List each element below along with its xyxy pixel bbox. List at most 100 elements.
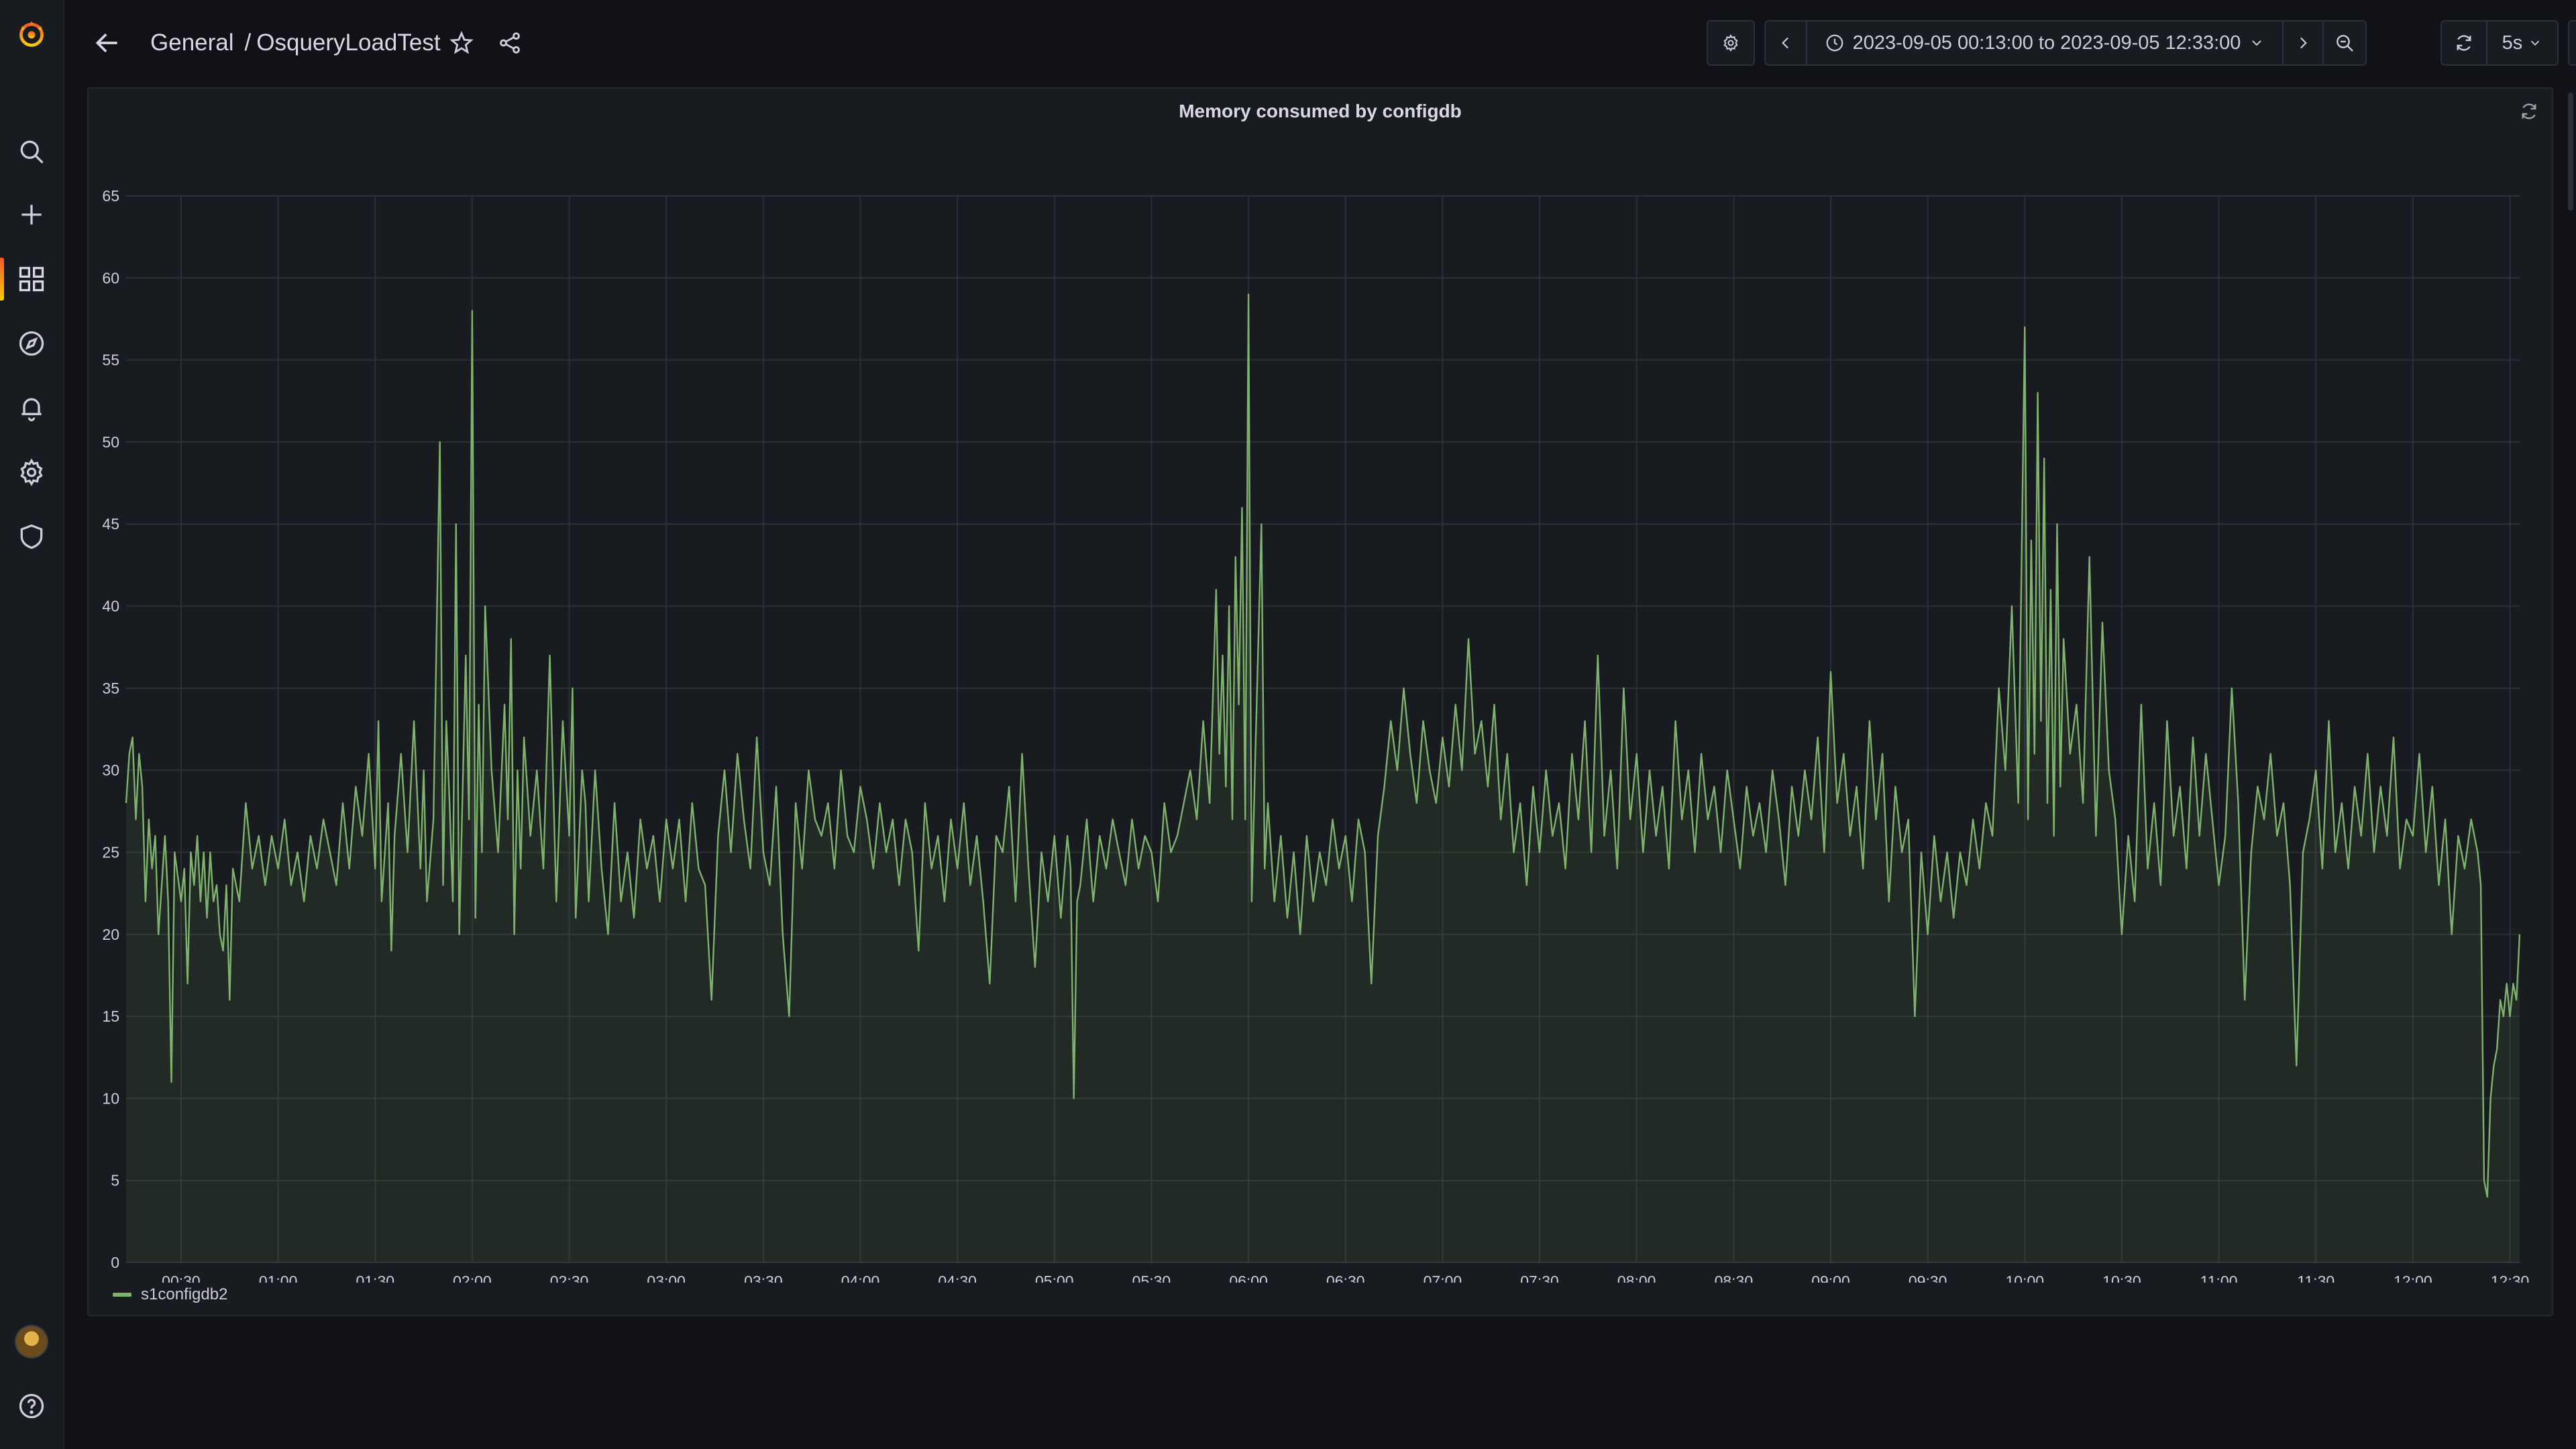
x-tick-label: 08:30 bbox=[1715, 1273, 1754, 1283]
x-axis: 00:30 01:00 01:30 02:00 02:30 03:00 03:30 04:00… bbox=[162, 1273, 2529, 1283]
plus-icon bbox=[21, 205, 42, 225]
zoom-out-button[interactable] bbox=[2322, 21, 2365, 64]
refresh-picker: 5s bbox=[2440, 20, 2559, 66]
help-icon[interactable] bbox=[0, 1377, 63, 1436]
shield-icon bbox=[20, 524, 43, 549]
plus-icon[interactable] bbox=[0, 185, 63, 244]
x-tick-label: 00:30 bbox=[162, 1273, 201, 1283]
grafana-logo-icon bbox=[19, 21, 44, 47]
x-tick-label: 04:00 bbox=[841, 1273, 880, 1283]
refresh-interval-value: 5s bbox=[2502, 32, 2523, 54]
y-tick-label: 5 bbox=[111, 1172, 119, 1189]
gear-icon bbox=[1723, 34, 1738, 52]
series-area-fill bbox=[126, 294, 2520, 1263]
refresh-button[interactable] bbox=[2442, 21, 2486, 64]
zoom-out-icon bbox=[2337, 35, 2353, 52]
refresh-icon bbox=[2457, 35, 2471, 51]
alerting-icon[interactable] bbox=[0, 378, 63, 437]
graph-panel[interactable]: Memory consumed by configdb 0 5 10 15 20 25 30… bbox=[87, 87, 2553, 1316]
chevron-right-icon bbox=[2300, 37, 2307, 49]
time-picker: 2023-09-05 00:13:00 to 2023-09-05 12:33:… bbox=[1764, 20, 2367, 66]
x-tick-label: 05:00 bbox=[1035, 1273, 1074, 1283]
breadcrumb-folder[interactable]: General bbox=[150, 30, 234, 56]
legend-series-name[interactable]: s1configdb2 bbox=[141, 1285, 228, 1303]
tv-btn-inner bbox=[2569, 21, 2576, 64]
dashboard-title[interactable]: OsqueryLoadTest bbox=[256, 30, 441, 56]
clock-icon bbox=[1826, 34, 1843, 52]
y-tick-label: 0 bbox=[111, 1254, 119, 1271]
y-tick-label: 40 bbox=[102, 598, 119, 615]
x-tick-label: 06:30 bbox=[1326, 1273, 1365, 1283]
y-tick-label: 45 bbox=[102, 515, 119, 533]
x-tick-label: 08:00 bbox=[1617, 1273, 1656, 1283]
legend: s1configdb2 bbox=[113, 1283, 227, 1307]
page-scrollbar[interactable] bbox=[2568, 93, 2573, 211]
x-tick-label: 10:00 bbox=[2006, 1273, 2045, 1283]
x-tick-label: 07:00 bbox=[1424, 1273, 1462, 1283]
time-shift-forward-button[interactable] bbox=[2282, 21, 2322, 64]
x-tick-label: 06:00 bbox=[1229, 1273, 1268, 1283]
help-icon bbox=[19, 1393, 44, 1419]
breadcrumb: General / OsqueryLoadTest bbox=[150, 24, 441, 62]
legend-swatch bbox=[113, 1293, 131, 1297]
y-tick-label: 65 bbox=[102, 187, 119, 205]
series-line bbox=[125, 293, 2521, 1198]
star-button[interactable] bbox=[445, 27, 478, 59]
share-icon bbox=[500, 32, 520, 54]
y-tick-label: 50 bbox=[102, 433, 119, 451]
x-tick-label: 10:30 bbox=[2102, 1273, 2141, 1283]
x-tick-label: 12:30 bbox=[2491, 1273, 2530, 1283]
time-range-label: 2023-09-05 00:13:00 to 2023-09-05 12:33:… bbox=[1852, 32, 2241, 54]
avatar bbox=[15, 1325, 48, 1358]
x-tick-label: 12:00 bbox=[2394, 1273, 2432, 1283]
y-tick-label: 35 bbox=[102, 680, 119, 697]
search-icon[interactable] bbox=[0, 122, 63, 181]
panel-title[interactable]: Memory consumed by configdb bbox=[1179, 101, 1462, 121]
x-tick-label: 09:00 bbox=[1811, 1273, 1850, 1283]
y-tick-label: 20 bbox=[102, 926, 119, 943]
x-tick-label: 09:30 bbox=[1909, 1273, 1947, 1283]
shield-icon[interactable] bbox=[0, 507, 63, 566]
refresh-icon bbox=[2522, 103, 2536, 119]
configuration-icon bbox=[20, 458, 43, 486]
panel-refresh-button[interactable] bbox=[2514, 97, 2544, 126]
chevron-down-icon bbox=[2252, 40, 2262, 46]
breadcrumb-separator: / bbox=[244, 30, 252, 56]
y-tick-label: 60 bbox=[102, 269, 119, 286]
time-shift-back-button[interactable] bbox=[1766, 21, 1806, 64]
y-tick-label: 15 bbox=[102, 1008, 119, 1025]
tv-mode-button[interactable] bbox=[2568, 20, 2576, 66]
dashboards-icon bbox=[19, 266, 44, 292]
explore-icon bbox=[19, 331, 44, 356]
x-tick-label: 11:30 bbox=[2297, 1273, 2334, 1283]
time-series-chart[interactable]: 0 5 10 15 20 25 30 35 40 45 50 55 60 65 00:30 01:00 01:… bbox=[89, 129, 2552, 1283]
arrow-left-icon bbox=[95, 33, 117, 53]
star-icon bbox=[449, 31, 474, 54]
x-tick-label: 05:30 bbox=[1132, 1273, 1171, 1283]
x-tick-label: 11:00 bbox=[2200, 1273, 2238, 1283]
dashboards-icon[interactable] bbox=[0, 250, 63, 309]
explore-icon[interactable] bbox=[0, 314, 63, 373]
x-tick-label: 02:30 bbox=[550, 1273, 589, 1283]
x-tick-label: 07:30 bbox=[1520, 1273, 1559, 1283]
x-tick-label: 03:30 bbox=[744, 1273, 783, 1283]
chevron-left-icon bbox=[1782, 37, 1789, 49]
x-tick-label: 03:00 bbox=[647, 1273, 686, 1283]
refresh-interval-select[interactable]: 5s bbox=[2486, 21, 2557, 64]
chevron-down-icon bbox=[2531, 40, 2540, 46]
user-avatar-button[interactable] bbox=[0, 1312, 63, 1371]
share-button[interactable] bbox=[494, 27, 526, 59]
y-tick-label: 30 bbox=[102, 761, 119, 779]
alerting-icon bbox=[21, 398, 42, 421]
dashboard-settings-button[interactable] bbox=[1707, 20, 1755, 66]
back-button[interactable] bbox=[90, 25, 125, 60]
grafana-logo-icon[interactable] bbox=[0, 4, 63, 63]
configuration-icon[interactable] bbox=[0, 443, 63, 502]
y-axis: 0 5 10 15 20 25 30 35 40 45 50 55 60 65 bbox=[102, 187, 119, 1271]
top-navbar: General / OsqueryLoadTest 2023-09-05 00:… bbox=[63, 0, 2576, 86]
chart-grid bbox=[126, 195, 2520, 1263]
settings-btn-inner bbox=[1708, 21, 1754, 64]
x-tick-label: 01:30 bbox=[356, 1273, 394, 1283]
side-menu bbox=[0, 0, 64, 1449]
time-range-button[interactable]: 2023-09-05 00:13:00 to 2023-09-05 12:33:… bbox=[1806, 21, 2282, 64]
